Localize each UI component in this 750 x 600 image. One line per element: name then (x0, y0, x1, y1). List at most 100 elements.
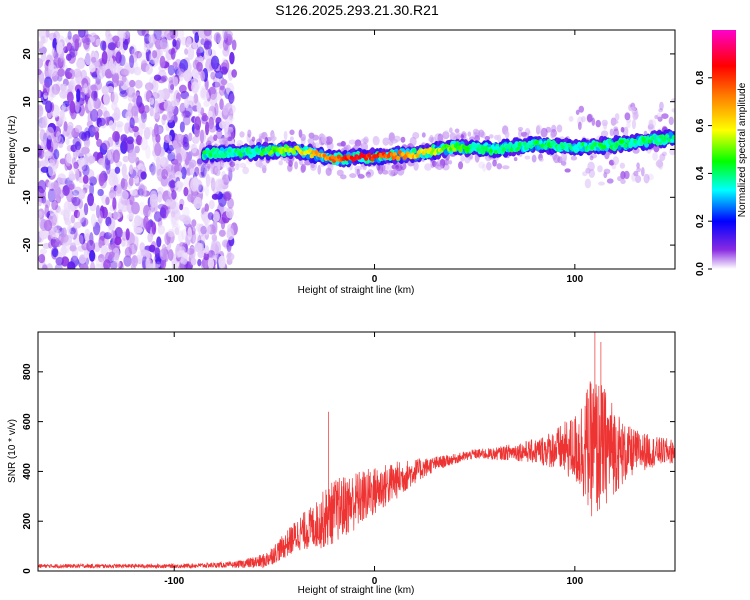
spectrogram-cell (94, 263, 104, 269)
spectrogram-cell (79, 217, 89, 227)
spectrogram-cell (133, 215, 142, 227)
spectrogram-band-cell (658, 134, 663, 139)
spectrogram-cell (103, 92, 111, 106)
spectrogram-cell (131, 105, 139, 117)
spectrogram-cell (670, 98, 675, 103)
spectrogram-cell (113, 93, 119, 104)
spectrogram-cell (449, 127, 453, 134)
spectrogram-band-cell (527, 140, 532, 146)
spectrogram-cell (182, 141, 190, 151)
spectrogram-cell (633, 170, 639, 177)
spectrogram-cell (608, 159, 615, 166)
spectrogram-cell (49, 207, 55, 217)
spectrogram-cell (61, 83, 68, 98)
spectrogram-cell (90, 261, 96, 269)
spectrogram-cell (56, 35, 66, 46)
spectrogram-cell (586, 114, 593, 123)
spectrogram-band-cell (428, 147, 433, 152)
spectrogram-cell (200, 164, 207, 177)
spectrogram-cell (394, 167, 402, 173)
spectrogram-cell (167, 64, 175, 76)
spectrogram-cell (620, 126, 625, 133)
spectrogram-cell (125, 111, 132, 121)
spectrogram-cell (194, 166, 200, 177)
spectrogram-cell (657, 158, 663, 169)
spectrogram-band-cell (650, 136, 655, 141)
spectrogram-band-cell (458, 147, 463, 153)
spectrogram-cell (178, 263, 186, 269)
spectrogram-cell (135, 134, 143, 146)
spectrogram-cell (48, 84, 55, 98)
spectrogram-cell (171, 201, 180, 215)
spectrogram-cell (192, 233, 201, 246)
spectrogram-cell (278, 160, 284, 166)
spectrogram-cell (143, 104, 150, 114)
spectrogram-cell (159, 38, 169, 50)
spectrogram-cell (153, 123, 159, 137)
spectrogram-cell (143, 204, 151, 218)
spectrogram-cell (114, 236, 122, 246)
spectrogram-cell (258, 162, 264, 169)
spectrogram-cell (430, 158, 435, 169)
spectrogram-cell (448, 160, 453, 165)
spectrogram-cell (75, 169, 80, 182)
spectrogram-cell (349, 173, 357, 178)
x-tick-label: -100 (164, 274, 184, 285)
spectrogram-cell (182, 115, 191, 126)
spectrogram-cell (212, 220, 218, 235)
spectrogram-cell (90, 56, 97, 63)
spectrogram-cell (209, 86, 218, 101)
spectrogram-cell (239, 131, 245, 138)
spectrogram-cell (129, 79, 136, 88)
spectrogram-cell (87, 155, 96, 164)
spectrogram-cell (46, 263, 53, 269)
spectrogram-cell (568, 115, 574, 122)
spectrogram-cell (560, 160, 567, 166)
spectrogram-cell (321, 135, 328, 144)
spectrogram-cell (87, 97, 94, 112)
y-tick-label: 200 (22, 512, 33, 529)
spectrogram-cell (78, 254, 87, 265)
spectrogram-band-cell (516, 146, 521, 152)
spectrogram-cell (208, 199, 215, 210)
snr-y-ticks: 0 200 400 600 800 (22, 363, 675, 574)
spectrogram-cell (70, 214, 76, 224)
y-tick-label: 10 (22, 96, 33, 108)
spectrogram-cell (59, 158, 67, 165)
spectrogram-cell (214, 166, 221, 174)
spectrogram-band-cell (501, 147, 506, 152)
spectrogram-cell (133, 175, 140, 184)
spectrogram-cell (55, 130, 61, 143)
spectrogram-cell (101, 50, 108, 65)
spectrogram-cell (206, 163, 211, 169)
spectrogram-band-cell (213, 153, 218, 159)
spectrogram-cell (227, 197, 234, 209)
spectrogram-cell (209, 135, 214, 143)
x-tick-label: 0 (372, 576, 378, 587)
spectrogram-cell (172, 76, 179, 87)
spectrogram-cell (204, 246, 210, 255)
spectrogram-band-cell (511, 144, 516, 149)
spectrogram-cell (39, 229, 49, 240)
spectrogram-cell (138, 184, 147, 193)
spectrogram-cell (211, 234, 218, 242)
spectrogram-cell (226, 240, 232, 253)
spectrogram-cell (551, 124, 557, 133)
spectrogram-cell (129, 233, 135, 245)
spectrogram-cell (148, 34, 154, 44)
spectrogram-marks (38, 30, 675, 269)
spectrogram-cell (61, 244, 67, 257)
spectrogram-cell (395, 163, 403, 172)
spectrogram-cell (145, 63, 153, 75)
spectrogram-cell (108, 251, 116, 258)
spectrogram-cell (105, 196, 110, 206)
snr-x-ticks: -100 0 100 (164, 332, 584, 587)
spectrogram-cell (78, 232, 86, 245)
spectrogram-cell (137, 30, 146, 37)
spectrogram-cell (51, 248, 59, 258)
spectrogram-cell (155, 257, 163, 265)
spectrogram-cell (384, 162, 389, 173)
spectrogram-cell (119, 90, 128, 98)
spectrogram-cell (123, 30, 130, 40)
spectrogram-band-cell (396, 155, 401, 161)
